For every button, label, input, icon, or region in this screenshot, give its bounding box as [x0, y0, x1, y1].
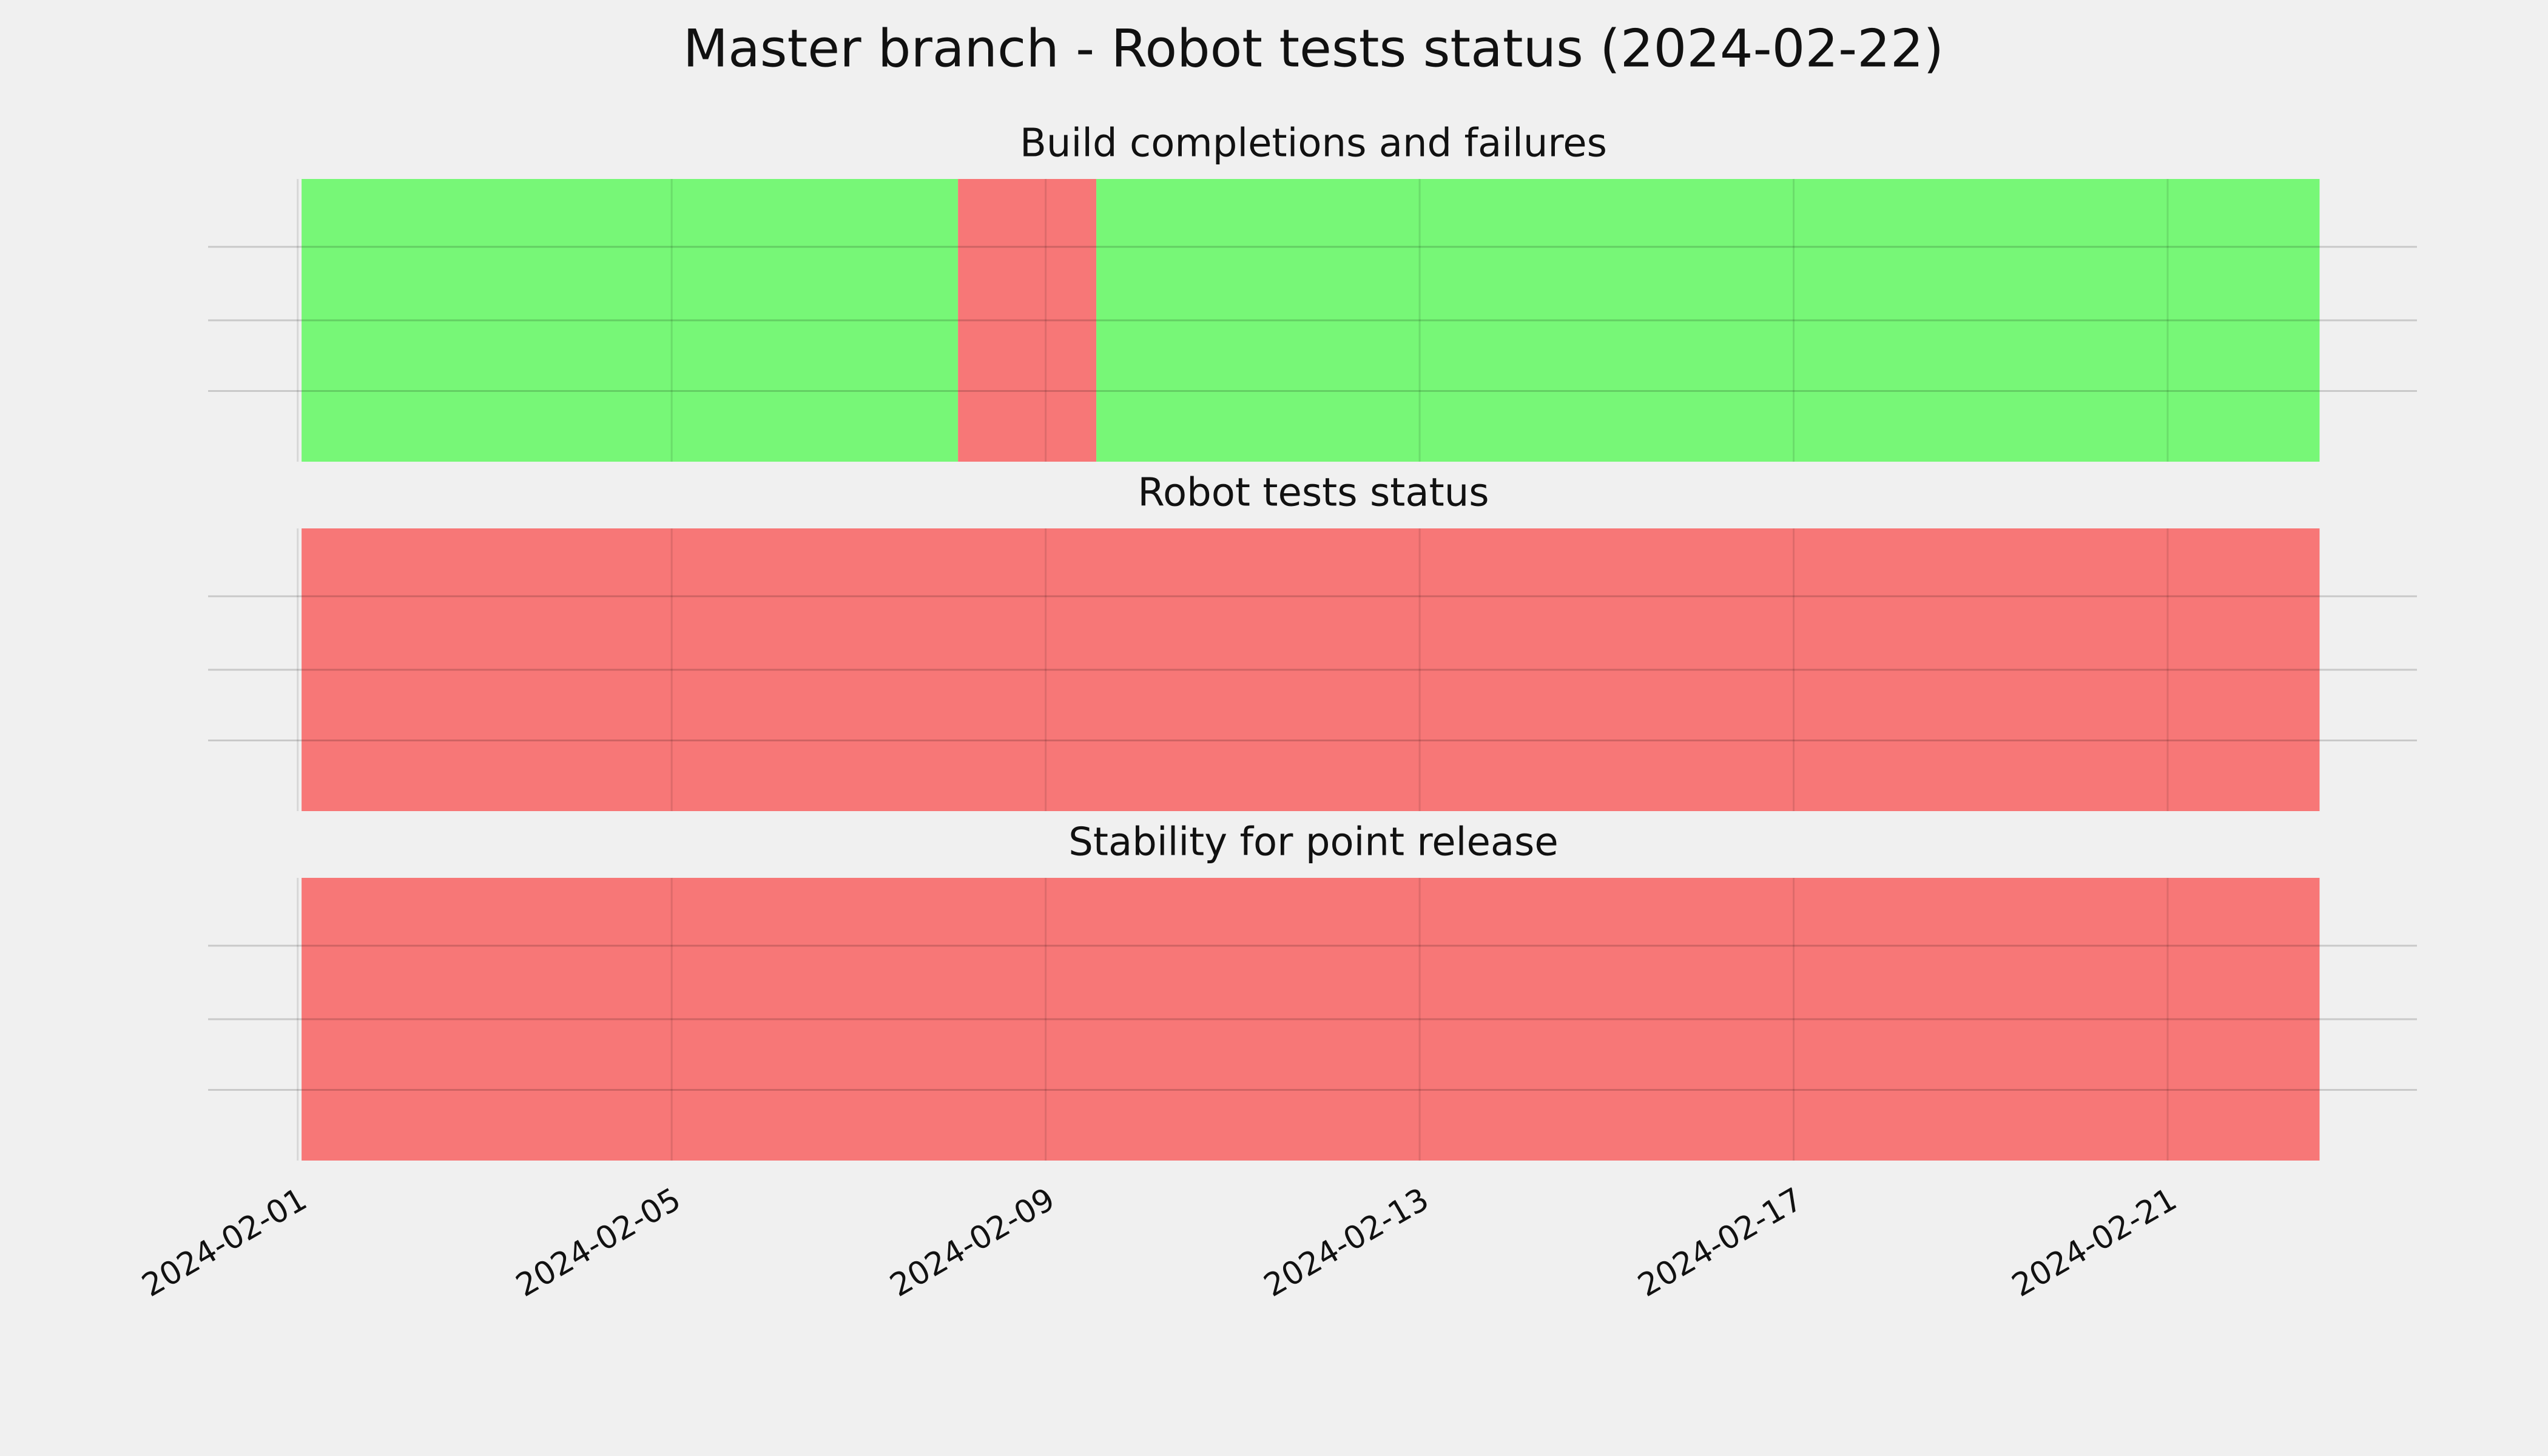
status-span: [302, 179, 959, 462]
status-span: [302, 528, 2320, 811]
panel-title: Build completions and failures: [1020, 121, 1607, 166]
panel-title: Stability for point release: [1068, 820, 1559, 865]
status-span: [958, 179, 1097, 462]
panel-title: Robot tests status: [1138, 471, 1489, 516]
status-span: [1096, 179, 2320, 462]
chart-title: Master branch - Robot tests status (2024…: [683, 18, 1944, 79]
status-span: [302, 878, 2320, 1161]
